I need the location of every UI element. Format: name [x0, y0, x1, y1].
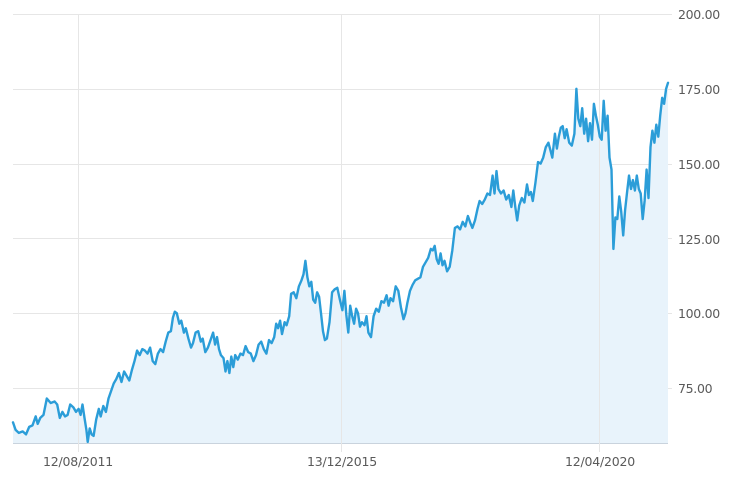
price-line-series: [11, 81, 670, 444]
y-axis-tick-label: 125.00: [678, 232, 720, 247]
vertical-gridlines: [78, 14, 600, 452]
y-axis-tick-label: 150.00: [678, 157, 720, 172]
price-area-fill: [13, 82, 668, 444]
y-axis-tick-label: 200.00: [678, 7, 720, 22]
x-axis-tick-label: 12/08/2011: [42, 454, 114, 469]
y-axis-tick-label: 175.00: [678, 82, 720, 97]
x-axis-tick-label: 12/04/2020: [564, 454, 636, 469]
y-axis-tick-label: 100.00: [678, 306, 720, 321]
y-axis-tick-label: 75.00: [678, 381, 713, 396]
x-axis-tick-label: 13/12/2015: [306, 454, 378, 469]
